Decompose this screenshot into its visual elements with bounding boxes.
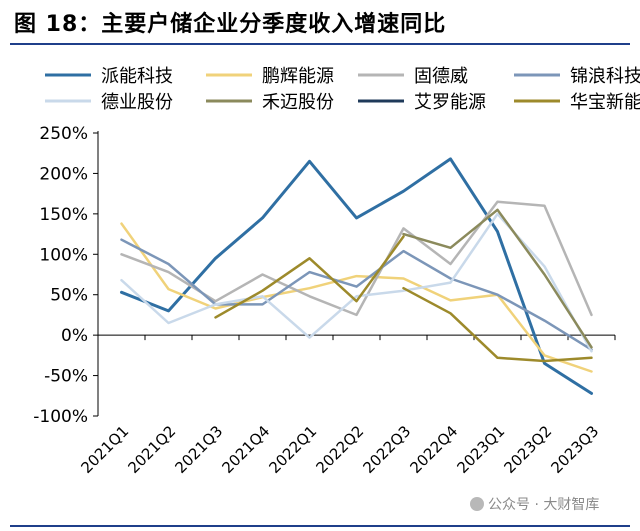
- y-tick-label: 250%: [39, 124, 88, 144]
- x-tick-label: 2021Q4: [219, 422, 274, 477]
- title-rule: [10, 43, 630, 45]
- y-tick-label: -50%: [44, 367, 88, 387]
- legend-label: 锦浪科技: [570, 66, 640, 87]
- legend-label: 派能科技: [101, 66, 173, 87]
- x-tick-label: 2023Q3: [548, 422, 603, 477]
- series-lines: [120, 157, 593, 395]
- bottom-rule: [10, 525, 630, 527]
- x-tick-label: 2021Q1: [78, 422, 133, 477]
- x-tick-label: 2021Q2: [125, 422, 180, 477]
- legend-label: 鹏辉能源: [262, 66, 334, 87]
- legend-label: 禾迈股份: [262, 92, 334, 113]
- series-line-5: [402, 208, 593, 349]
- series-line-tail: [402, 286, 593, 363]
- legend-label: 艾罗能源: [414, 92, 486, 113]
- y-tick-label: -100%: [33, 407, 88, 427]
- series-line-0: [120, 157, 593, 395]
- y-tick-label: 0%: [61, 326, 88, 346]
- series-line-3: [120, 238, 593, 351]
- y-tick-label: 150%: [39, 205, 88, 225]
- figure-title: 图 18：主要户储企业分季度收入增速同比: [14, 12, 447, 37]
- watermark: 公众号 · 大财智库: [470, 494, 599, 514]
- x-tick-label: 2022Q1: [266, 422, 321, 477]
- x-tick-label: 2022Q4: [407, 422, 462, 477]
- y-tick-label: 200%: [39, 164, 88, 184]
- x-tick-label: 2021Q3: [172, 422, 227, 477]
- y-tick-label: 50%: [50, 286, 88, 306]
- legend-label: 德业股份: [101, 92, 173, 113]
- x-tick-label: 2023Q1: [454, 422, 509, 477]
- series-line-1: [120, 222, 593, 373]
- series-line-7: [214, 235, 405, 319]
- wechat-icon: [470, 497, 484, 511]
- watermark-text: 公众号 · 大财智库: [488, 497, 600, 513]
- x-tick-label: 2023Q2: [501, 422, 556, 477]
- legend-label: 固德威: [414, 66, 468, 87]
- y-tick-label: 100%: [39, 245, 88, 265]
- x-tick-label: 2022Q2: [313, 422, 368, 477]
- x-tick-label: 2022Q3: [360, 422, 415, 477]
- legend-label: 华宝新能: [570, 92, 640, 113]
